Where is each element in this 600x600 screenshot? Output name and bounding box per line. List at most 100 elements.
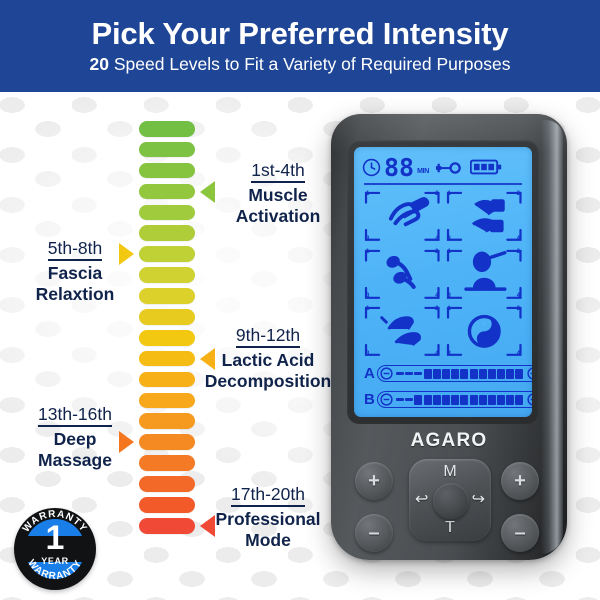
badge-number: 1 xyxy=(45,519,65,557)
channel-b-level-bar xyxy=(376,391,532,408)
label-professional-mode: 17th-20th Professional Mode xyxy=(198,484,338,550)
intensity-bar-14 xyxy=(139,392,195,409)
arrow-professional-mode xyxy=(200,514,215,537)
channel-b-decrease-button[interactable]: – xyxy=(501,514,539,552)
page-title: Pick Your Preferred Intensity xyxy=(91,15,509,51)
channel-b-label: B xyxy=(364,391,375,408)
corner-number-2: 2 xyxy=(516,248,520,255)
cupping-icon xyxy=(463,250,506,291)
label-lactic-acid-decomposition: 9th-12th Lactic Acid Decomposition xyxy=(196,325,340,391)
level-segment xyxy=(469,394,478,405)
intensity-bar-9 xyxy=(139,288,195,304)
channel-b-increase-button[interactable]: + xyxy=(501,462,539,500)
label-deep-massage: 13th-16th Deep Massage xyxy=(14,404,136,470)
level-segment xyxy=(432,394,441,405)
lcd-channel-a-row: A xyxy=(364,362,532,385)
level-segment xyxy=(497,368,506,379)
mode-cell-frame xyxy=(446,191,522,241)
timer-value: 88 xyxy=(384,152,415,182)
intensity-bar-3 xyxy=(139,162,195,179)
tapping-hands-icon xyxy=(386,255,416,289)
corner-number-2: 2 xyxy=(435,248,439,255)
brand-name: AGARO xyxy=(410,430,488,451)
plus-circle-icon xyxy=(527,393,532,406)
label-name-line2: Decomposition xyxy=(204,370,332,391)
channel-a-decrease-button[interactable]: – xyxy=(355,514,393,552)
rubbing-hands-icon xyxy=(380,316,421,347)
corner-number-1: 1 xyxy=(447,248,451,255)
mode-cell-6: 1 2 3 4 xyxy=(445,304,524,359)
minus-icon: – xyxy=(368,522,380,544)
lcd-channel-b-row: B xyxy=(364,388,532,411)
intensity-bar-15 xyxy=(139,413,195,430)
mode-cell-frame xyxy=(446,307,522,357)
intensity-bar-8 xyxy=(139,267,195,283)
label-name-line1: Professional xyxy=(215,509,321,530)
level-segment xyxy=(497,394,506,405)
intensity-bar-11 xyxy=(139,329,195,346)
corner-number-3: 3 xyxy=(366,351,370,357)
channel-a-increase-button[interactable]: + xyxy=(355,462,393,500)
label-range: 17th-20th xyxy=(231,484,305,508)
corner-number-3: 3 xyxy=(447,351,451,357)
mode-cell-frame xyxy=(446,249,522,299)
minus-circle-icon xyxy=(380,393,393,406)
level-segment xyxy=(460,394,469,405)
dpad-control[interactable]: M T ↩ ↪ xyxy=(409,459,491,541)
level-segment xyxy=(451,394,460,405)
label-name-line1: Muscle xyxy=(248,185,308,206)
mode-cell-frame xyxy=(364,191,440,241)
yin-yang-icon xyxy=(467,315,501,349)
mode-cell-5: 1 2 3 4 xyxy=(363,304,442,359)
badge-arc-text: WARRANTY WARRANTY xyxy=(21,509,88,582)
label-range: 1st-4th xyxy=(251,160,305,184)
key-lock-icon xyxy=(436,162,461,174)
level-segment xyxy=(414,394,423,405)
level-segment xyxy=(423,394,432,405)
label-name-line2: Relaxtion xyxy=(35,283,115,304)
corner-number-2: 2 xyxy=(516,306,520,313)
lcd-divider xyxy=(364,183,522,185)
intensity-bar-6 xyxy=(139,225,195,242)
kneading-hands-icon xyxy=(388,197,430,227)
brand-logo: AGARO xyxy=(331,430,567,452)
minus-icon: – xyxy=(514,522,526,544)
label-fascia-relaxtion: 5th-8th Fascia Relaxtion xyxy=(14,238,136,304)
dpad-left-arrow-icon: ↩ xyxy=(415,491,429,508)
mode-cell-1: 1 2 3 4 xyxy=(363,189,442,244)
intensity-bar-20 xyxy=(139,517,195,534)
corner-number-4: 4 xyxy=(435,293,439,300)
arrow-deep-massage xyxy=(119,431,134,454)
corner-number-2: 2 xyxy=(435,191,439,197)
corner-number-4: 4 xyxy=(516,235,520,242)
label-name-line2: Massage xyxy=(38,449,112,470)
level-segment xyxy=(506,394,515,405)
power-button[interactable] xyxy=(433,483,469,519)
level-segment xyxy=(478,368,487,379)
label-name-line2: Mode xyxy=(245,529,291,550)
corner-number-4: 4 xyxy=(435,351,439,357)
channel-a-segments xyxy=(396,368,524,379)
level-segment xyxy=(515,368,524,379)
corner-number-1: 1 xyxy=(366,191,370,197)
intensity-bar-12 xyxy=(139,350,195,367)
intensity-bar-18 xyxy=(139,476,195,492)
channel-a-label: A xyxy=(364,365,375,382)
device-edge-gloss xyxy=(541,120,563,554)
mode-cell-3: 1 2 3 4 xyxy=(363,247,442,302)
mode-cell-frame xyxy=(364,307,440,357)
intensity-bar-1 xyxy=(139,121,195,137)
badge-unit: YEAR xyxy=(41,556,69,566)
warranty-badge: WARRANTY WARRANTY 1 YEAR xyxy=(14,508,96,590)
corner-number-4: 4 xyxy=(435,235,439,242)
intensity-bar-16 xyxy=(139,434,195,450)
level-segment xyxy=(460,368,469,379)
intensity-bar-7 xyxy=(139,246,195,262)
level-segment xyxy=(405,398,414,401)
level-segment xyxy=(414,372,423,375)
label-name-line2: Activation xyxy=(235,205,321,226)
corner-number-1: 1 xyxy=(447,191,451,197)
corner-number-3: 3 xyxy=(447,293,451,300)
label-name-line1: Fascia xyxy=(47,263,103,284)
label-muscle-activation: 1st-4th Muscle Activation xyxy=(216,160,340,226)
